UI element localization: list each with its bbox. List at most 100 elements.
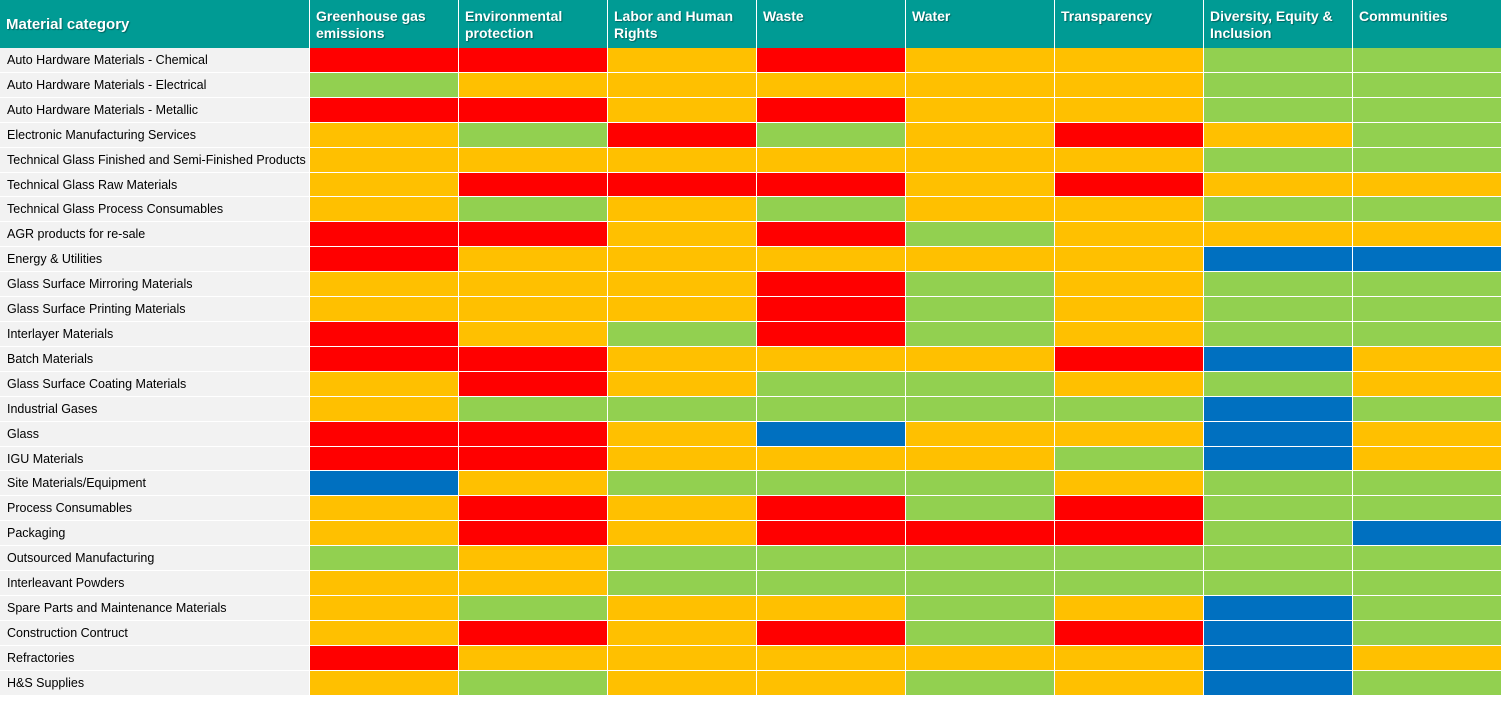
heatmap-cell [608, 670, 757, 696]
column-header: Diversity, Equity & Inclusion [1204, 0, 1353, 48]
heatmap-cell [459, 521, 608, 547]
heatmap-cell [1204, 97, 1353, 123]
heatmap-cell [757, 247, 906, 273]
heatmap-cell [906, 620, 1055, 646]
heatmap-cell [608, 396, 757, 422]
heatmap-cell [1353, 247, 1502, 273]
heatmap-cell [1055, 346, 1204, 372]
row-label: Glass [0, 421, 310, 447]
heatmap-cell [310, 496, 459, 522]
row-label: Glass Surface Coating Materials [0, 371, 310, 397]
heatmap-cell [757, 595, 906, 621]
heatmap-cell [310, 521, 459, 547]
heatmap-cell [1204, 122, 1353, 148]
heatmap-cell [1353, 346, 1502, 372]
heatmap-cell [459, 595, 608, 621]
heatmap-cell [1353, 546, 1502, 572]
heatmap-cell [459, 346, 608, 372]
heatmap-cell [608, 496, 757, 522]
heatmap-cell [310, 396, 459, 422]
heatmap-cell [608, 446, 757, 472]
heatmap-cell [310, 620, 459, 646]
heatmap-cell [1204, 670, 1353, 696]
heatmap-cell [906, 272, 1055, 298]
heatmap-cell [906, 645, 1055, 671]
heatmap-cell [459, 297, 608, 322]
heatmap-cell [1353, 172, 1502, 198]
heatmap-cell [1353, 471, 1502, 497]
heatmap-cell [1353, 571, 1502, 596]
heatmap-cell [459, 645, 608, 671]
heatmap-cell [757, 147, 906, 173]
heatmap-cell [608, 645, 757, 671]
heatmap-cell [459, 321, 608, 347]
heatmap-cell [1204, 297, 1353, 322]
row-label: Site Materials/Equipment [0, 471, 310, 497]
heatmap-cell [1353, 197, 1502, 223]
heatmap-cell [608, 97, 757, 123]
row-label: Auto Hardware Materials - Electrical [0, 72, 310, 98]
heatmap-cell [310, 546, 459, 572]
heatmap-cell [906, 247, 1055, 273]
column-header-category: Material category [0, 0, 310, 48]
heatmap-cell [310, 446, 459, 472]
heatmap-cell [1055, 297, 1204, 322]
heatmap-cell [459, 97, 608, 123]
heatmap-cell [1353, 72, 1502, 98]
heatmap-cell [1055, 670, 1204, 696]
row-label: Glass Surface Mirroring Materials [0, 272, 310, 298]
heatmap-cell [1055, 620, 1204, 646]
heatmap-cell [310, 147, 459, 173]
heatmap-cell [608, 521, 757, 547]
heatmap-cell [1353, 48, 1502, 73]
heatmap-cell [459, 222, 608, 248]
heatmap-cell [1353, 496, 1502, 522]
heatmap-cell [310, 272, 459, 298]
heatmap-cell [608, 595, 757, 621]
heatmap-cell [757, 72, 906, 98]
heatmap-cell [310, 571, 459, 596]
heatmap-cell [906, 421, 1055, 447]
heatmap-cell [757, 222, 906, 248]
heatmap-cell [1204, 421, 1353, 447]
heatmap-cell [757, 421, 906, 447]
row-label: Auto Hardware Materials - Chemical [0, 48, 310, 73]
heatmap-cell [459, 446, 608, 472]
heatmap-cell [310, 595, 459, 621]
heatmap-cell [757, 446, 906, 472]
heatmap-cell [1204, 595, 1353, 621]
heatmap-cell [906, 346, 1055, 372]
heatmap-cell [1055, 172, 1204, 198]
heatmap-cell [757, 471, 906, 497]
heatmap-cell [459, 571, 608, 596]
heatmap-cell [757, 496, 906, 522]
heatmap-cell [1055, 371, 1204, 397]
heatmap-cell [1204, 222, 1353, 248]
row-label: Industrial Gases [0, 396, 310, 422]
heatmap-cell [757, 346, 906, 372]
heatmap-cell [608, 247, 757, 273]
heatmap-cell [459, 122, 608, 148]
heatmap-cell [459, 546, 608, 572]
heatmap-cell [1204, 546, 1353, 572]
row-label: Spare Parts and Maintenance Materials [0, 595, 310, 621]
heatmap-cell [906, 496, 1055, 522]
row-label: Technical Glass Raw Materials [0, 172, 310, 198]
heatmap-cell [757, 645, 906, 671]
heatmap-cell [608, 272, 757, 298]
heatmap-cell [757, 371, 906, 397]
heatmap-cell [1055, 396, 1204, 422]
heatmap-cell [1055, 48, 1204, 73]
heatmap-cell [906, 297, 1055, 322]
heatmap-cell [608, 122, 757, 148]
row-label: Interlayer Materials [0, 321, 310, 347]
heatmap-cell [1055, 496, 1204, 522]
heatmap-cell [757, 546, 906, 572]
heatmap-cell [608, 346, 757, 372]
heatmap-cell [906, 546, 1055, 572]
heatmap-cell [757, 620, 906, 646]
heatmap-cell [1353, 122, 1502, 148]
heatmap-cell [906, 321, 1055, 347]
heatmap-cell [1055, 222, 1204, 248]
